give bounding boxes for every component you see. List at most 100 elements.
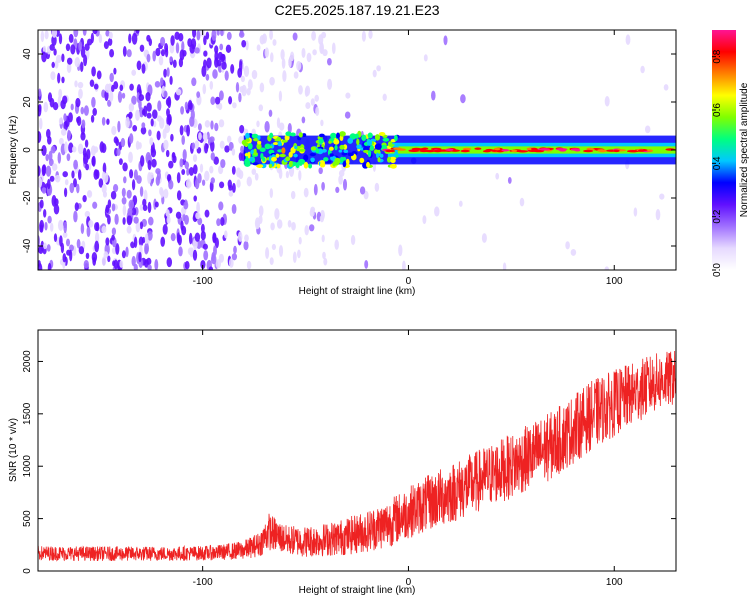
heat-cell (322, 251, 326, 260)
heat-cell (96, 70, 102, 80)
heat-cell (423, 54, 428, 62)
heat-cell (269, 257, 274, 266)
heat-cell (132, 125, 138, 132)
ridge-cell (356, 144, 362, 150)
heat-cell (188, 181, 192, 188)
heat-cell (565, 241, 570, 250)
colorbar-tick-label: 0.4 (712, 156, 723, 170)
heat-cell (85, 252, 90, 260)
heat-cell (126, 49, 132, 58)
heat-cell (204, 143, 209, 154)
heat-cell (236, 167, 242, 178)
ridge-peak-cell (396, 148, 406, 151)
heat-cell (458, 200, 463, 207)
y-tick-label: 2000 (22, 350, 33, 373)
heat-cell (292, 32, 298, 41)
ridge-cell (374, 143, 382, 150)
heat-cell (625, 34, 631, 46)
heat-cell (47, 215, 52, 224)
colorbar-tick-label: 0.0 (712, 263, 723, 277)
heat-cell (238, 92, 242, 103)
spectrogram-cells (38, 30, 676, 270)
heat-cell (318, 167, 323, 175)
heat-cell (210, 152, 215, 161)
heat-cell (281, 57, 286, 69)
heat-cell (224, 70, 229, 81)
heat-cell (184, 161, 190, 170)
heat-cell (259, 82, 265, 93)
heat-cell (80, 106, 85, 115)
heat-cell (217, 51, 223, 61)
spectrogram-panel: -100 0 100 -40 -20 0 20 40 Height of straight l… (8, 29, 677, 297)
ridge-peak-cell (419, 149, 429, 153)
heat-cell (38, 235, 41, 247)
heat-cell (86, 148, 91, 160)
heat-cell (64, 179, 69, 186)
ridge-cell (379, 153, 384, 158)
heat-cell (203, 50, 208, 57)
heat-cell (93, 83, 99, 90)
heat-cell (81, 119, 86, 129)
heat-cell (507, 176, 512, 184)
heat-cell (231, 148, 236, 156)
heat-cell (139, 44, 145, 52)
heat-cell (128, 33, 132, 44)
heat-cell (158, 55, 164, 66)
heat-cell (150, 118, 154, 127)
heat-cell (92, 201, 98, 209)
ridge-cell (298, 148, 306, 152)
heat-cell (165, 149, 170, 158)
heat-cell (188, 232, 193, 245)
heat-cell (160, 36, 166, 47)
ridge-cell (243, 142, 249, 147)
heat-cell (129, 169, 134, 179)
ridge-cell (328, 140, 332, 144)
ridge-peak-cell (494, 147, 501, 151)
heat-cell (361, 30, 366, 42)
heat-cell (210, 96, 216, 106)
heat-cell (305, 102, 311, 110)
heat-cell (73, 159, 78, 170)
heat-cell (165, 209, 170, 217)
heat-cell (203, 132, 208, 143)
heat-cell (304, 225, 309, 236)
heat-cell (214, 122, 219, 132)
heat-cell (287, 219, 292, 228)
heat-cell (278, 245, 284, 257)
heat-cell (87, 190, 92, 197)
heat-cell (112, 183, 119, 193)
heat-cell (188, 166, 195, 176)
heat-cell (62, 171, 68, 178)
heat-cell (186, 167, 190, 176)
heat-cell (224, 145, 230, 153)
heat-cell (155, 47, 161, 57)
heat-cell (220, 30, 224, 37)
heat-cell (178, 246, 183, 257)
heat-cell (121, 187, 126, 198)
heat-cell (131, 32, 138, 45)
ridge-peak-cell (408, 149, 420, 152)
heat-cell (71, 170, 75, 179)
heat-cell (192, 154, 198, 162)
heat-cell (298, 170, 302, 181)
heat-cell (219, 140, 225, 149)
heat-cell (306, 52, 312, 63)
heat-cell (211, 251, 216, 261)
heat-cell (78, 41, 83, 52)
heat-cell (57, 152, 62, 164)
ridge-cell (244, 153, 249, 157)
heat-cell (66, 62, 72, 74)
heat-cell (182, 149, 187, 161)
heat-cell (78, 88, 83, 99)
heat-cell (45, 153, 49, 162)
x-tick-label: -100 (193, 276, 213, 287)
ridge-cell (345, 158, 350, 166)
heat-cell (139, 221, 144, 230)
heat-cell (74, 202, 79, 211)
ridge-cell (253, 148, 257, 154)
heat-cell (240, 75, 246, 83)
heat-cell (61, 76, 65, 84)
heat-cell (282, 70, 287, 83)
heat-cell (84, 210, 91, 218)
